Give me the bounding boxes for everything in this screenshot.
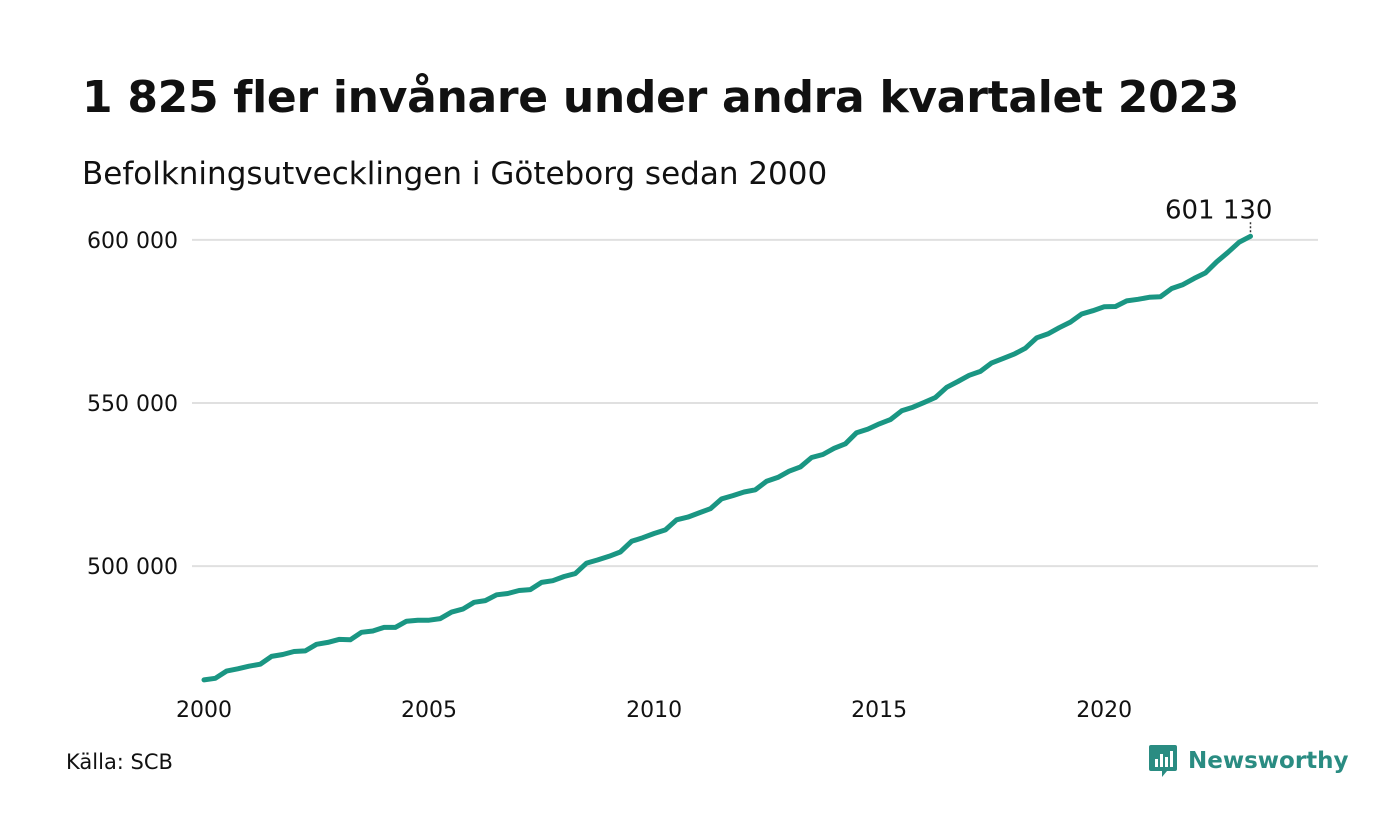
x-axis-tick-labels: 2000 2005 2010 2015 2020 <box>176 698 1132 723</box>
y-tick-label: 500 000 <box>87 555 178 580</box>
newsworthy-logo-icon <box>1149 745 1177 777</box>
x-tick-label: 2015 <box>851 698 907 723</box>
x-tick-label: 2000 <box>176 698 232 723</box>
chart-title: 1 825 fler invånare under andra kvartale… <box>82 72 1240 123</box>
brand: Newsworthy <box>1148 743 1349 779</box>
x-tick-label: 2010 <box>626 698 682 723</box>
y-axis-tick-labels: 500 000 550 000 600 000 <box>87 229 178 580</box>
brand-name: Newsworthy <box>1188 748 1349 774</box>
x-tick-label: 2005 <box>401 698 457 723</box>
gridlines <box>192 238 1318 568</box>
series-layer <box>201 233 1253 683</box>
y-tick-label: 550 000 <box>87 392 178 417</box>
source-label: Källa: SCB <box>66 750 173 774</box>
series-line <box>201 233 1253 683</box>
last-value-label: 601 130 <box>1165 195 1273 225</box>
y-tick-label: 600 000 <box>87 229 178 254</box>
x-tick-label: 2020 <box>1076 698 1132 723</box>
chart-subtitle: Befolkningsutvecklingen i Göteborg sedan… <box>82 156 828 192</box>
annotation-layer: 601 130 <box>1165 195 1273 233</box>
